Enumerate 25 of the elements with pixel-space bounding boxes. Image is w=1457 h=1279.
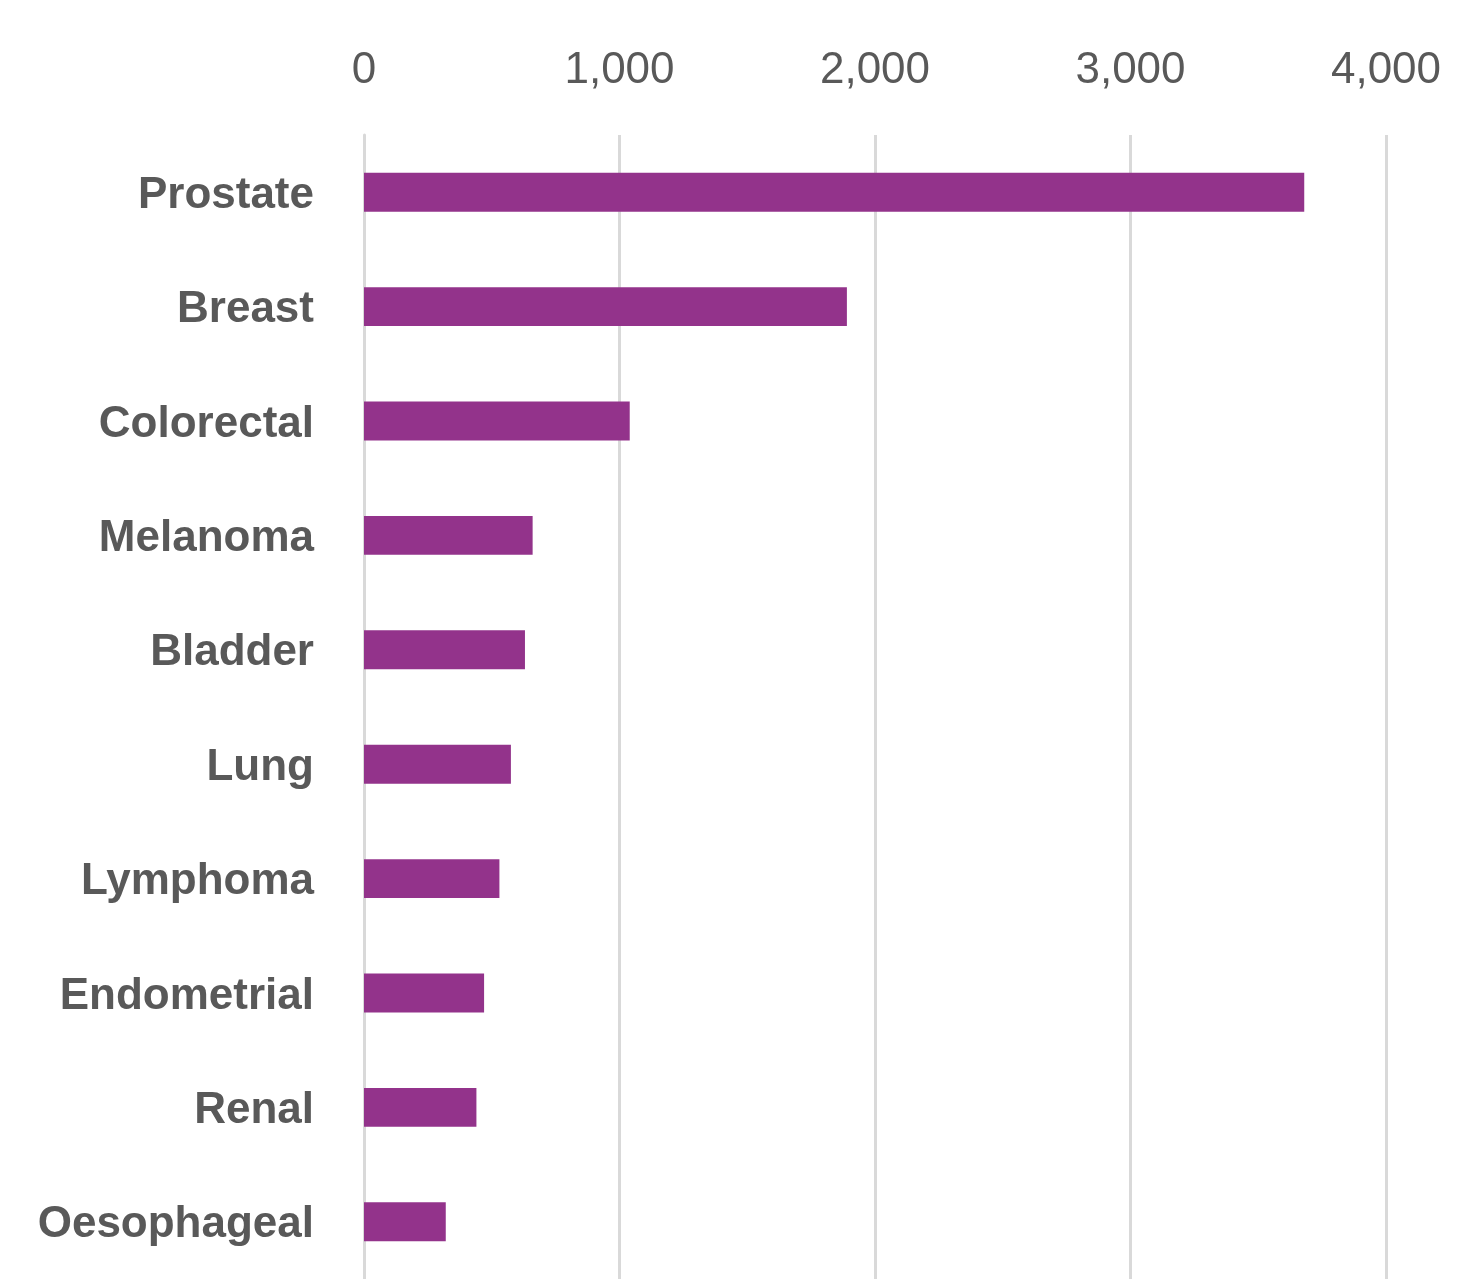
bar (364, 630, 525, 670)
x-tick-label: 1,000 (564, 42, 675, 92)
bar (364, 744, 511, 784)
bar (364, 1202, 446, 1242)
y-tick-label: Lung (206, 739, 314, 789)
y-tick-label: Renal (194, 1082, 314, 1132)
bar (364, 1087, 477, 1127)
y-tick-label: Breast (177, 282, 315, 332)
x-tick-label: 0 (351, 42, 377, 92)
y-tick-label: Bladder (150, 625, 314, 675)
y-tick-label: Colorectal (98, 396, 314, 446)
x-tick-label: 4,000 (1330, 42, 1442, 92)
bar (364, 287, 847, 327)
y-tick-label: Oesophageal (37, 1197, 314, 1247)
y-tick-label: Lymphoma (80, 854, 315, 904)
x-tick-label: 2,000 (819, 42, 931, 92)
bar (364, 973, 485, 1013)
bar (364, 172, 1305, 212)
y-tick-label: Endometrial (59, 968, 314, 1018)
bar (364, 515, 533, 555)
y-tick-label: Prostate (137, 167, 314, 217)
y-tick-label: Melanoma (98, 510, 315, 560)
x-tick-label: 3,000 (1075, 42, 1186, 92)
bar (364, 859, 500, 899)
bar (364, 401, 630, 441)
